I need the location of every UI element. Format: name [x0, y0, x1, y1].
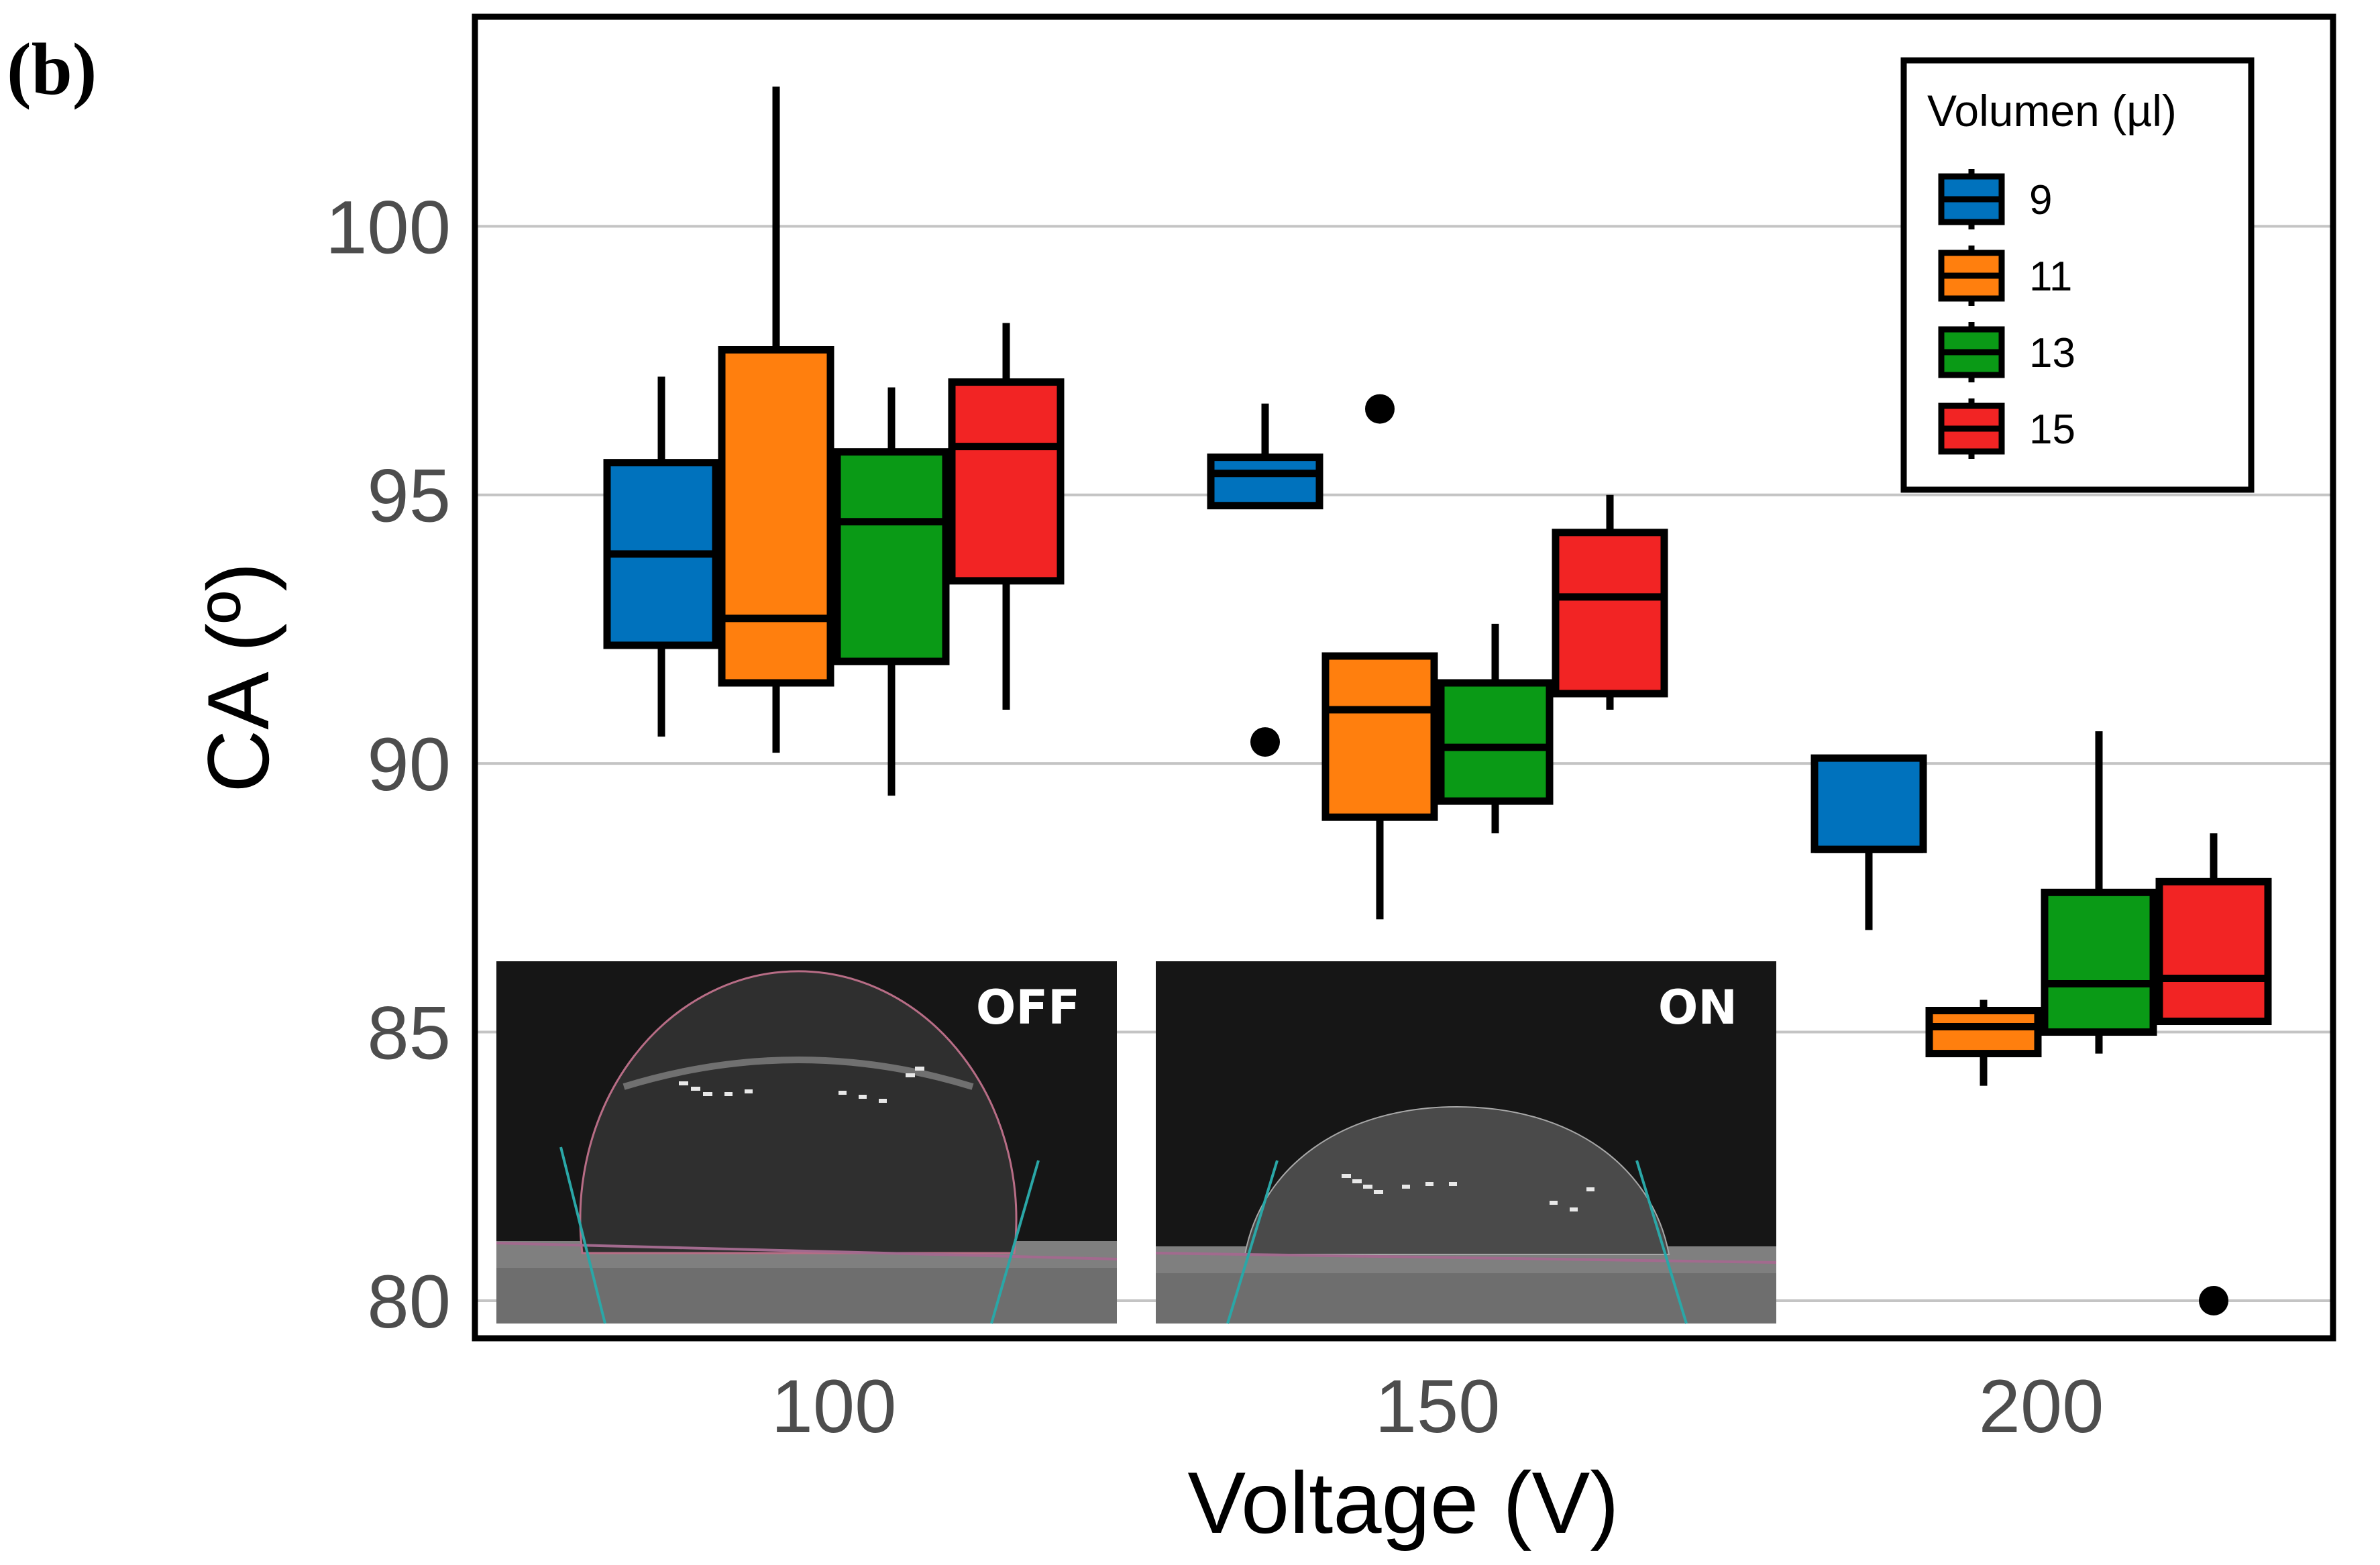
x-tick-label: 100 — [771, 1364, 897, 1448]
box-body — [2041, 888, 2157, 1036]
off-droplet-highlights — [679, 1067, 924, 1103]
legend-entry-9: 9 — [1938, 169, 2052, 229]
legend-entry-15: 15 — [1938, 398, 2075, 459]
y-tick-labels: 80 85 90 95 100 — [325, 185, 451, 1344]
box-13-150 — [1437, 623, 1554, 834]
box-body — [833, 448, 950, 665]
legend-label: 15 — [2029, 407, 2075, 453]
off-droplet-reflection — [623, 1057, 974, 1090]
legend-label: 11 — [2029, 254, 2072, 300]
box-11-150 — [1321, 394, 1438, 920]
box-body — [1810, 754, 1927, 853]
x-tick-label: 150 — [1375, 1364, 1501, 1448]
y-tick-label: 95 — [367, 454, 451, 538]
box-15-200 — [2155, 833, 2272, 1315]
off-state-droplet — [579, 970, 1018, 1254]
panel-label: (b) — [7, 28, 97, 110]
x-tick-label: 200 — [1979, 1364, 2104, 1448]
box-body — [718, 346, 834, 687]
box-15-100 — [948, 323, 1065, 710]
legend-entries: 9 11 13 15 — [1938, 169, 2075, 459]
box-body — [1437, 679, 1554, 805]
box-body — [948, 378, 1065, 585]
inset-on-label: ON — [1658, 980, 1737, 1035]
box-9-100 — [603, 376, 720, 737]
x-tick-labels: 100 150 200 — [771, 1364, 2104, 1448]
box-11-100 — [718, 87, 834, 753]
inset-off-image: OFF — [496, 961, 1118, 1324]
outlier-point — [2199, 1285, 2228, 1315]
on-droplet-highlights — [1342, 1174, 1594, 1211]
on-state-droplet — [1244, 1105, 1670, 1255]
box-13-100 — [833, 387, 950, 796]
inset-off-label: OFF — [976, 980, 1080, 1035]
legend: Volumen (µl) 9 11 13 15 — [1900, 57, 2255, 493]
box-body — [1207, 453, 1323, 510]
on-baseline — [1155, 1252, 1777, 1264]
box-body — [1925, 1007, 2042, 1058]
y-tick-label: 85 — [367, 991, 451, 1075]
plot-border — [472, 13, 2336, 1342]
outlier-point — [1365, 394, 1395, 424]
box-series — [603, 87, 2272, 1315]
off-tangent-right — [990, 1160, 1040, 1324]
legend-label: 13 — [2029, 330, 2075, 376]
legend-label: 9 — [2029, 177, 2052, 223]
legend-entry-11: 11 — [1938, 246, 2072, 306]
y-tick-label: 100 — [325, 185, 451, 269]
box-13-200 — [2041, 731, 2157, 1054]
box-body — [1552, 529, 1668, 698]
y-axis-title: CA (º) — [189, 562, 287, 793]
off-baseline — [496, 1242, 1118, 1260]
on-tangent-left — [1226, 1160, 1279, 1324]
outlier-point — [1250, 727, 1280, 757]
box-body — [2155, 877, 2272, 1026]
legend-entry-13: 13 — [1938, 322, 2075, 382]
off-tangent-left — [559, 1146, 606, 1324]
y-tick-label: 90 — [367, 722, 451, 806]
x-axis-title: Voltage (V) — [1187, 1454, 1619, 1552]
box-11-200 — [1925, 1000, 2042, 1086]
box-15-150 — [1552, 494, 1668, 710]
box-9-150 — [1207, 403, 1323, 757]
legend-title: Volumen (µl) — [1927, 86, 2177, 136]
inset-on-image: ON — [1155, 961, 1777, 1324]
on-tangent-right — [1635, 1160, 1688, 1324]
box-9-200 — [1810, 754, 1927, 930]
box-body — [1321, 652, 1438, 821]
y-tick-label: 80 — [367, 1260, 451, 1344]
